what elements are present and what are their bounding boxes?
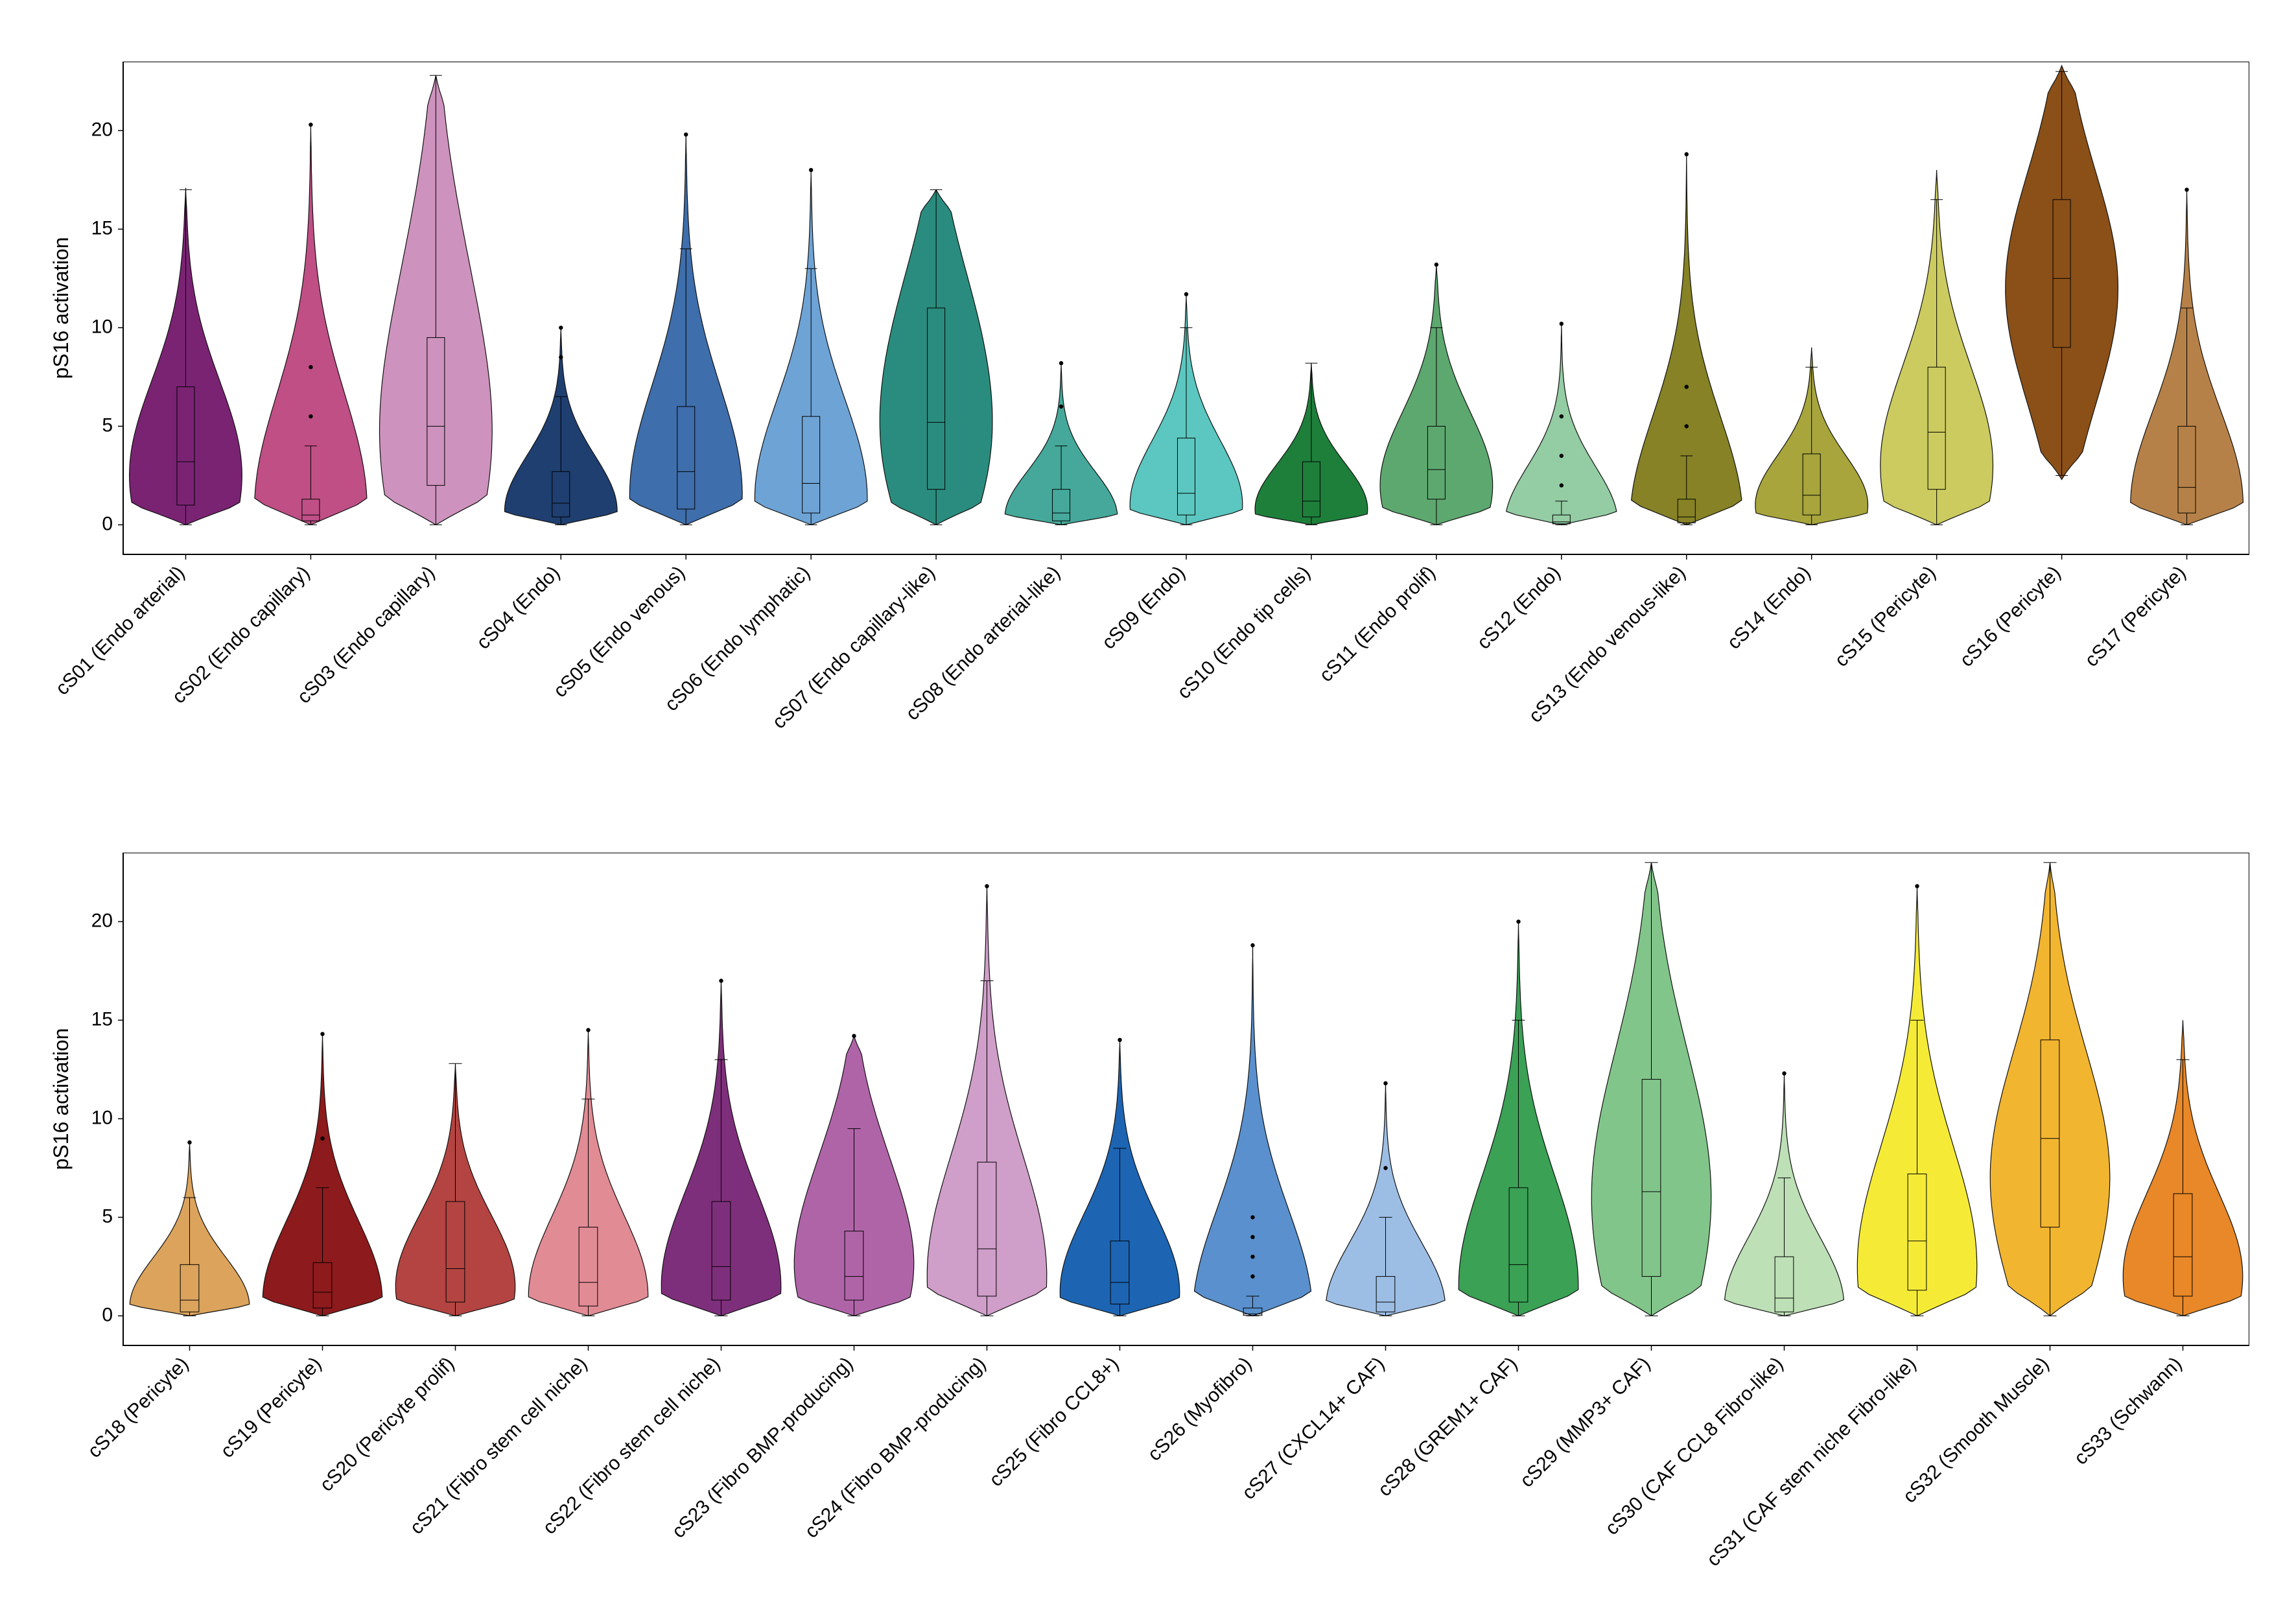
outlier-point [309,123,312,126]
outlier-point [1685,424,1689,428]
y-axis-label: pS16 activation [49,1028,73,1170]
outlier-point [684,132,688,136]
ytick-label: 0 [102,513,113,534]
x-category-label: cS10 (Endo tip cells) [1173,562,1315,704]
outlier-point [809,168,813,172]
outlier-point [719,978,723,982]
x-category-label: cS17 (Pericyte) [2081,562,2190,671]
outlier-point [985,884,989,888]
x-category-label: cS29 (MMP3+ CAF) [1516,1353,1655,1492]
outlier-point [1184,292,1188,296]
y-axis-label: pS16 activation [49,237,73,379]
x-category-label: cS09 (Endo) [1098,562,1189,654]
x-category-label: cS16 (Pericyte) [1956,562,2065,671]
ytick-label: 20 [91,910,113,931]
x-category-label: cS33 (Schwann) [2070,1353,2186,1469]
outlier-point [1059,361,1063,365]
outlier-point [1250,1255,1254,1259]
violin [1506,324,1617,525]
violin [1195,945,1311,1316]
violin [263,1034,382,1316]
x-category-label: cS18 (Pericyte) [84,1353,193,1462]
outlier-point [309,414,312,418]
outlier-point [1685,385,1689,388]
outlier-point [320,1137,324,1141]
outlier-point [1560,414,1564,418]
x-category-label: cS06 (Endo lymphatic) [661,562,814,716]
outlier-point [1383,1081,1387,1085]
outlier-point [852,1034,856,1038]
violin-figure: 0 5 10 15 20 pS16 activation cS01 (Endo arteri… [0,0,2296,1621]
outlier-point [1516,919,1520,923]
outlier-point [1118,1038,1121,1042]
outlier-point [1435,263,1438,266]
ytick-label: 10 [91,316,113,337]
outlier-point [1250,1215,1254,1219]
outlier-point [320,1032,324,1035]
x-category-label: cS05 (Endo venous) [550,562,690,702]
outlier-point [1560,454,1564,458]
ytick-label: 20 [91,119,113,140]
violin-panel-2: 05101520pS16 activationcS18 (Pericyte)cS… [45,853,2249,1618]
outlier-point [1685,152,1689,156]
outlier-point [1383,1166,1387,1170]
outlier-point [1915,884,1919,888]
x-category-label: cS19 (Pericyte) [217,1353,325,1462]
outlier-point [559,325,563,329]
outlier-point [187,1141,191,1144]
ytick-label: 10 [91,1107,113,1128]
ytick-label: 15 [91,1008,113,1030]
violin [1326,1083,1445,1316]
x-category-label: cS27 (CXCL14+ CAF) [1238,1353,1389,1504]
x-category-label: cS12 (Endo) [1473,562,1565,654]
ytick-label: 5 [102,414,113,436]
outlier-point [1560,483,1564,487]
outlier-point [2185,187,2188,191]
outlier-point [559,355,563,359]
x-category-label: cS04 (Endo) [473,562,564,654]
x-category-label: cS11 (Endo prolif) [1315,562,1440,687]
ytick-label: 5 [102,1205,113,1227]
outlier-point [1250,1274,1254,1278]
outlier-point [1560,322,1564,325]
x-category-label: cS15 (Pericyte) [1831,562,1939,671]
outlier-point [1782,1071,1786,1075]
ytick-label: 0 [102,1304,113,1325]
x-category-label: cS20 (Pericyte prolif) [316,1353,458,1496]
x-category-label: cS02 (Endo capillary) [168,562,314,708]
outlier-point [1250,943,1254,947]
x-category-label: cS31 (CAF stem niche Fibro-like) [1703,1353,1921,1571]
outlier-point [586,1028,590,1032]
ytick-label: 15 [91,217,113,239]
x-category-label: cS14 (Endo) [1723,562,1814,654]
x-category-label: cS26 (Myofibro) [1143,1353,1256,1465]
outlier-point [1059,405,1063,408]
outlier-point [309,365,312,369]
violin [1005,363,1117,525]
x-category-label: cS32 (Smooth Muscle) [1899,1353,2054,1508]
violin-panel-1: 0 5 10 15 20 pS16 activation cS01 (Endo arteri… [45,62,2249,827]
x-category-label: cS01 (Endo arterial) [51,562,189,700]
x-category-label: cS25 (Fibro CCL8+) [985,1353,1123,1491]
outlier-point [1250,1235,1254,1239]
x-category-label: cS03 (Endo capillary) [293,562,439,708]
x-category-label: cS28 (GREM1+ CAF) [1374,1353,1522,1501]
